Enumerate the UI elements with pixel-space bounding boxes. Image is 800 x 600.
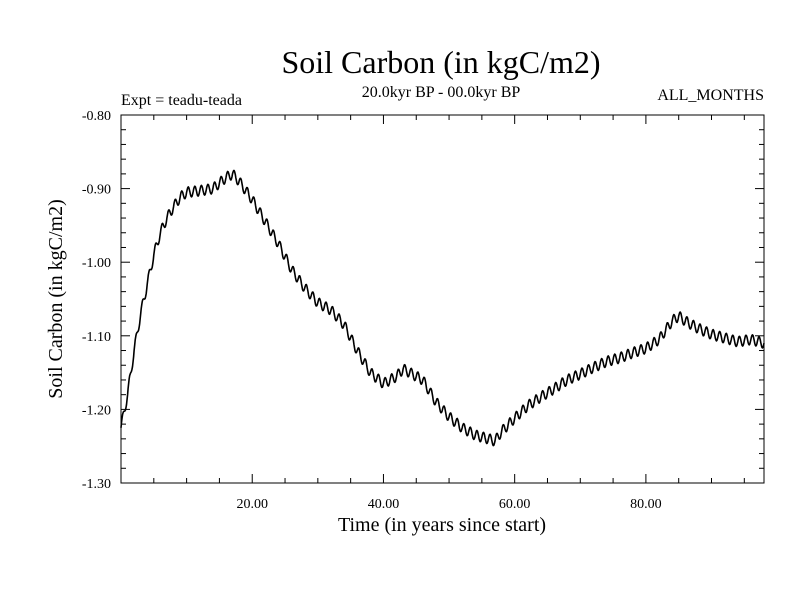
x-tick-label: 20.00 [236,497,268,512]
y-tick-label: -0.90 [82,183,111,198]
x-tick-label: 40.00 [368,497,400,512]
chart-subtitle: 20.0kyr BP - 00.0kyr BP [362,84,521,101]
y-tick-label: -1.00 [82,256,111,271]
y-tick-label: -1.30 [82,477,111,492]
y-axis-label: Soil Carbon (in kgC/m2) [45,199,67,398]
x-tick-label: 80.00 [630,497,662,512]
plot-frame [120,114,765,484]
axis-ticks [121,115,764,483]
soil-carbon-line [120,169,765,447]
plot-area [120,114,765,484]
experiment-label: Expt = teadu-teada [121,92,242,109]
y-tick-label: -1.20 [82,403,111,418]
x-tick-labels: 20.00 40.00 60.00 80.00 [236,497,661,512]
season-label: ALL_MONTHS [657,87,764,104]
x-axis-label: Time (in years since start) [338,514,546,536]
y-tick-label: -1.10 [82,330,111,345]
chart-title: Soil Carbon (in kgC/m2) [281,44,600,80]
y-tick-labels: -0.80 -0.90 -1.00 -1.10 -1.20 -1.30 [82,109,111,492]
x-tick-label: 60.00 [499,497,531,512]
y-tick-label: -0.80 [82,109,111,124]
